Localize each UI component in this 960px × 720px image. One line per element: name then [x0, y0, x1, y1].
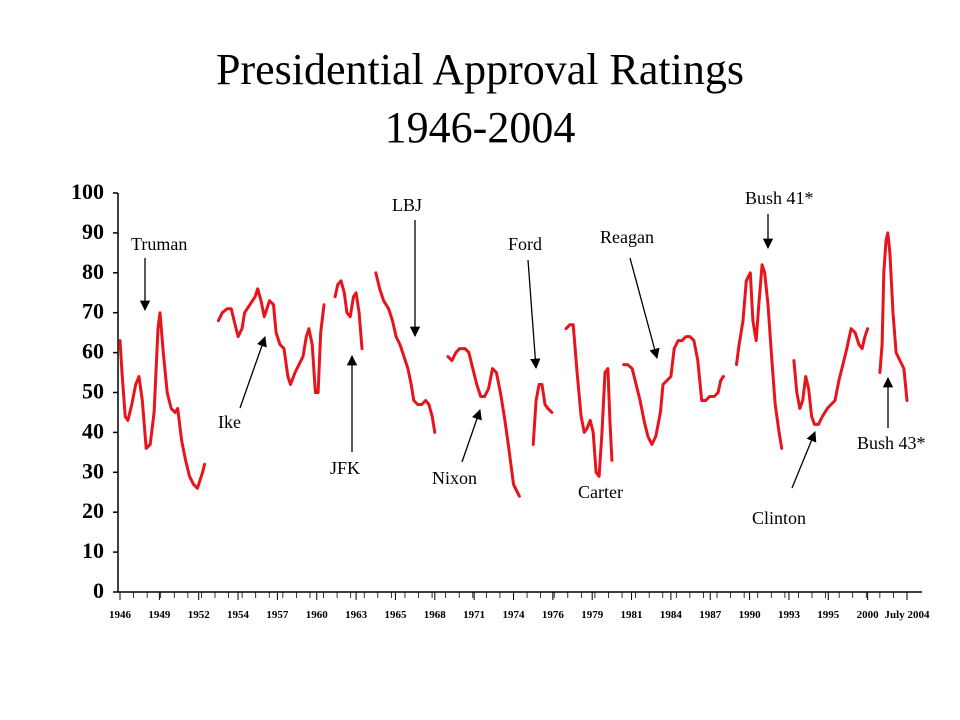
x-tick-label: 1995: [817, 609, 840, 621]
approval-line: [333, 279, 364, 351]
y-tick-label: 10: [82, 538, 104, 563]
annotation: Reagan: [600, 227, 654, 247]
approval-line: [622, 335, 725, 446]
y-tick-label: 50: [82, 379, 104, 404]
y-tick-label: 0: [93, 578, 104, 603]
y-tick-label: 80: [82, 259, 104, 284]
approval-line: [878, 231, 909, 402]
x-tick-label: 1976: [542, 609, 565, 621]
annotation: Clinton: [752, 508, 806, 528]
approval-line: [216, 287, 326, 394]
y-tick-label: 70: [82, 299, 104, 324]
x-tick-label: July 2004: [885, 609, 930, 621]
annotation: Bush 41*: [745, 188, 814, 208]
y-tick-label: 90: [82, 219, 104, 244]
x-tick-label: 1974: [503, 609, 526, 621]
x-tick-label: 1981: [621, 609, 643, 621]
x-tick-label: 1949: [148, 609, 171, 621]
chart-subtitle: 1946-2004: [385, 103, 576, 152]
annotation: Nixon: [432, 468, 477, 488]
x-tick-label: 1971: [463, 609, 485, 621]
x-tick-label: 1990: [739, 609, 762, 621]
x-tick-label: 1968: [424, 609, 447, 621]
approval-line: [792, 327, 870, 426]
annotation-arrow: [791, 431, 817, 489]
annotation-arrow: [461, 409, 482, 463]
approval-line: [564, 323, 614, 478]
x-tick-label: 1963: [345, 609, 368, 621]
y-tick-label: 40: [82, 418, 104, 443]
chart-title: Presidential Approval Ratings: [216, 45, 744, 94]
x-tick-label: 1954: [227, 609, 250, 621]
x-tick-label: 1957: [266, 609, 289, 621]
x-tick-label: 1979: [581, 609, 604, 621]
x-tick-label: 1965: [384, 609, 407, 621]
y-tick-label: 30: [82, 458, 104, 483]
approval-line: [374, 271, 437, 434]
y-tick-label: 20: [82, 498, 104, 523]
approval-line: [735, 263, 784, 450]
approval-line: [446, 347, 521, 498]
x-tick-label: 2000: [857, 609, 880, 621]
y-tick-label: 100: [71, 179, 104, 204]
annotation: Truman: [131, 234, 187, 254]
annotation: Ford: [508, 234, 542, 254]
x-tick-label: 1946: [109, 609, 132, 621]
x-tick-label: 1960: [306, 609, 329, 621]
annotation: Carter: [578, 482, 623, 502]
x-tick-label: 1993: [778, 609, 801, 621]
x-tick-label: 1987: [699, 609, 722, 621]
annotation: LBJ: [392, 195, 422, 215]
y-tick-label: 60: [82, 339, 104, 364]
annotation: Bush 43*: [857, 433, 926, 453]
annotation-arrow: [239, 336, 267, 409]
approval-line: [531, 383, 554, 446]
annotation: JFK: [330, 458, 360, 478]
annotation: Ike: [218, 412, 241, 432]
x-tick-label: 1952: [188, 609, 211, 621]
x-tick-label: 1984: [660, 609, 683, 621]
annotation-arrow: [527, 259, 541, 370]
approval-line: [118, 311, 207, 490]
annotation-arrow: [629, 257, 660, 360]
